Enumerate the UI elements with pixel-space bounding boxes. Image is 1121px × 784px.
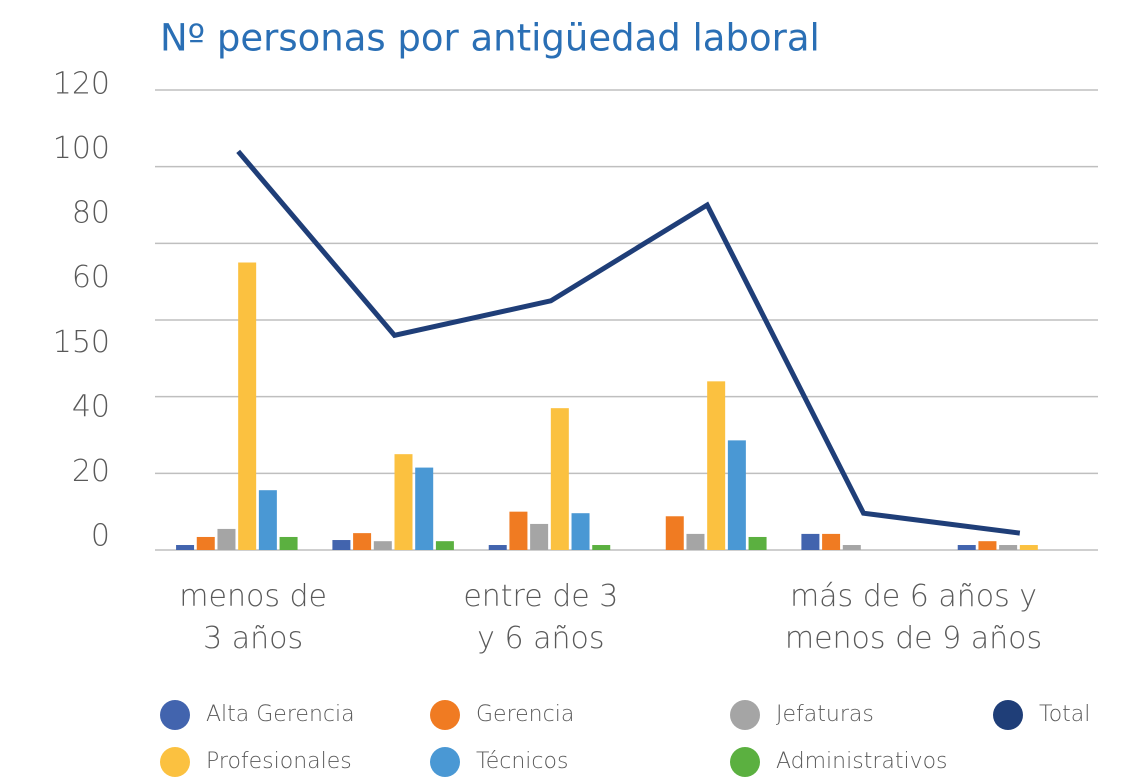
bar [258,490,277,550]
bar [727,440,746,550]
legend-swatch [430,700,460,730]
legend-swatch [160,700,190,730]
bar [279,536,298,550]
legend-label: Jefaturas [776,702,874,727]
bar [509,511,528,550]
legend-swatch [730,700,760,730]
legend-label: Profesionales [206,749,352,774]
x-tick-label: más de 6 años y menos de 9 años [785,579,1042,656]
bar [176,545,195,550]
bar [196,536,215,550]
legend-swatch [160,747,190,777]
bar [394,454,413,550]
bar [238,262,257,550]
legend-label: Administrativos [776,749,948,774]
legend-swatch [730,747,760,777]
bar [571,513,590,550]
y-tick-label: 20 [72,454,110,489]
legend-label: Técnicos [476,749,568,774]
bar [373,541,392,550]
legend-label: Gerencia [476,702,574,727]
bar [550,408,569,550]
legend-label: Alta Gerencia [206,702,355,727]
bar [822,533,841,550]
bar [801,533,820,550]
y-tick-label: 120 [53,67,110,102]
bar [592,545,611,550]
legend-swatch [993,700,1023,730]
bar [415,467,434,550]
bar [353,533,372,550]
y-tick-label: 150 [53,325,110,360]
bar [530,523,549,550]
bar [978,541,997,550]
bar [1019,545,1038,550]
bar [707,381,726,550]
bar [957,545,976,550]
bar [332,540,351,550]
bar [842,545,861,550]
legend-swatch [430,747,460,777]
y-tick-label: 0 [91,519,110,554]
bar [665,516,684,550]
y-tick-label: 60 [72,260,110,295]
bar [686,533,705,550]
legend-label: Total [1039,702,1090,727]
bar [999,545,1018,550]
bar [748,536,767,550]
bar [217,528,236,550]
bar [435,541,454,550]
x-tick-label: menos de 3 años [179,579,327,656]
y-tick-label: 80 [72,196,110,231]
chart-title: Nº personas por antigüedad laboral [160,17,820,60]
y-tick-label: 40 [72,389,110,424]
y-tick-label: 100 [53,131,110,166]
total-line [236,149,1021,536]
bar [488,545,507,550]
